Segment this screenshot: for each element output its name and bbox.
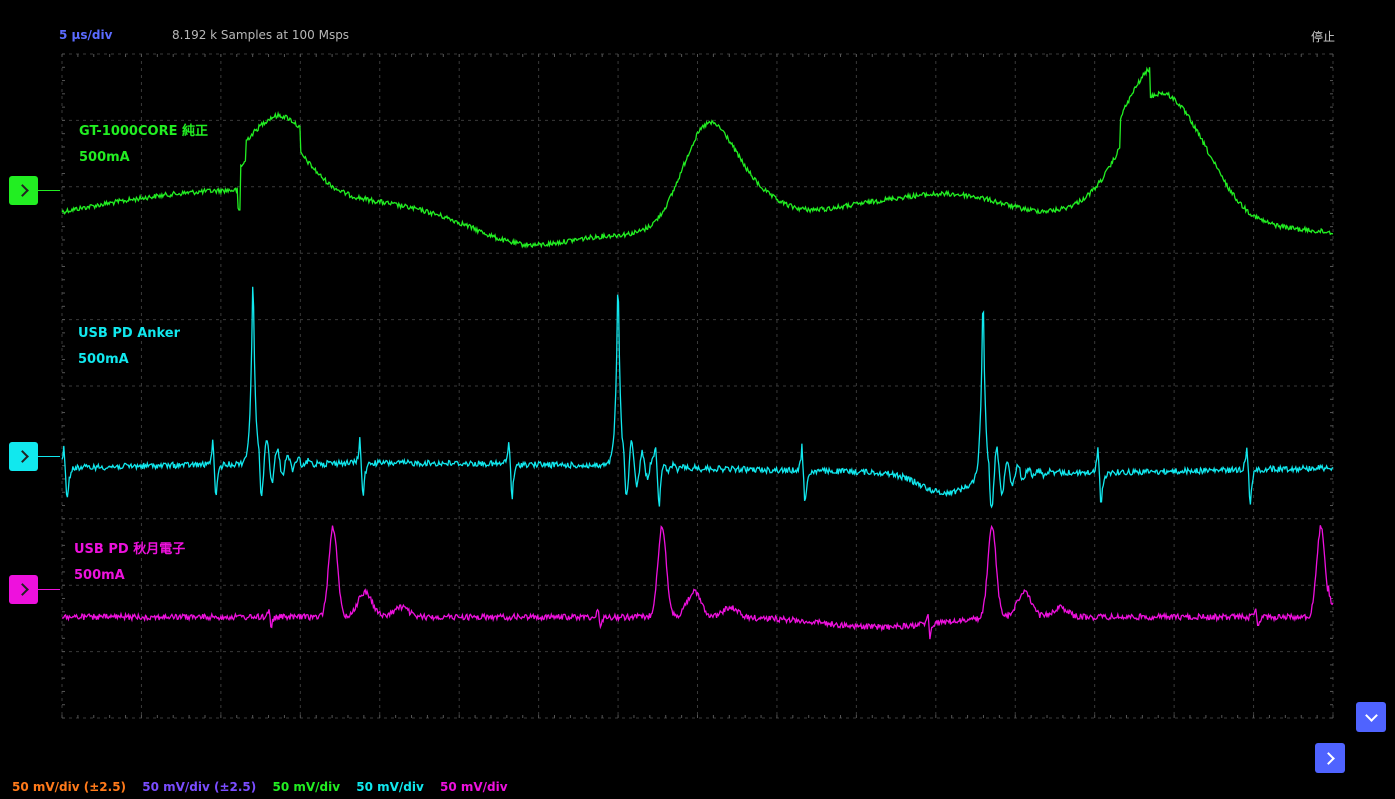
channel-offset-line-magenta bbox=[38, 589, 60, 590]
trace-name: GT-1000CORE 純正 bbox=[79, 124, 208, 139]
chevron-right-icon bbox=[15, 583, 29, 596]
waveform-ch-cyan bbox=[61, 286, 1334, 509]
run-state-label[interactable]: 停止 bbox=[1310, 30, 1335, 44]
waveform-traces bbox=[61, 66, 1334, 640]
graticule bbox=[61, 53, 1334, 719]
scale-label-cyan[interactable]: 50 mV/div bbox=[356, 780, 424, 794]
channel-marker-green[interactable] bbox=[9, 176, 38, 205]
chevron-right-icon bbox=[1322, 751, 1335, 765]
channel-marker-cyan[interactable] bbox=[9, 442, 38, 471]
trace-name: USB PD 秋月電子 bbox=[74, 542, 186, 557]
trace-current: 500mA bbox=[79, 150, 130, 165]
channel-marker-magenta[interactable] bbox=[9, 575, 38, 604]
waveform-ch-green bbox=[61, 66, 1334, 249]
scale-label-green[interactable]: 50 mV/div bbox=[272, 780, 341, 794]
trace-label-green: GT-1000CORE 純正 500mA bbox=[79, 119, 208, 171]
timebase-label[interactable]: 5 µs/div bbox=[59, 28, 113, 42]
scale-label-orange[interactable]: 50 mV/div (±2.5) bbox=[12, 780, 127, 794]
trace-label-magenta: USB PD 秋月電子 500mA bbox=[74, 537, 185, 589]
trace-current: 500mA bbox=[74, 568, 125, 583]
trace-label-cyan: USB PD Anker 500mA bbox=[78, 321, 180, 373]
waveform-ch-magenta bbox=[61, 524, 1334, 640]
chevron-down-icon bbox=[1364, 708, 1378, 722]
trace-current: 500mA bbox=[78, 352, 129, 367]
next-button[interactable] bbox=[1315, 743, 1345, 773]
channel-offset-line-green bbox=[38, 190, 60, 191]
channel-scale-bar: 50 mV/div (±2.5) 50 mV/div (±2.5) 50 mV/… bbox=[12, 780, 520, 794]
chevron-right-icon bbox=[15, 184, 29, 197]
scale-label-magenta[interactable]: 50 mV/div bbox=[440, 780, 508, 794]
scroll-down-button[interactable] bbox=[1356, 702, 1386, 732]
scale-label-purple[interactable]: 50 mV/div (±2.5) bbox=[142, 780, 257, 794]
sample-rate-label: 8.192 k Samples at 100 Msps bbox=[172, 28, 350, 42]
trace-name: USB PD Anker bbox=[78, 326, 181, 341]
channel-offset-line-cyan bbox=[38, 456, 60, 457]
chevron-right-icon bbox=[15, 450, 29, 463]
